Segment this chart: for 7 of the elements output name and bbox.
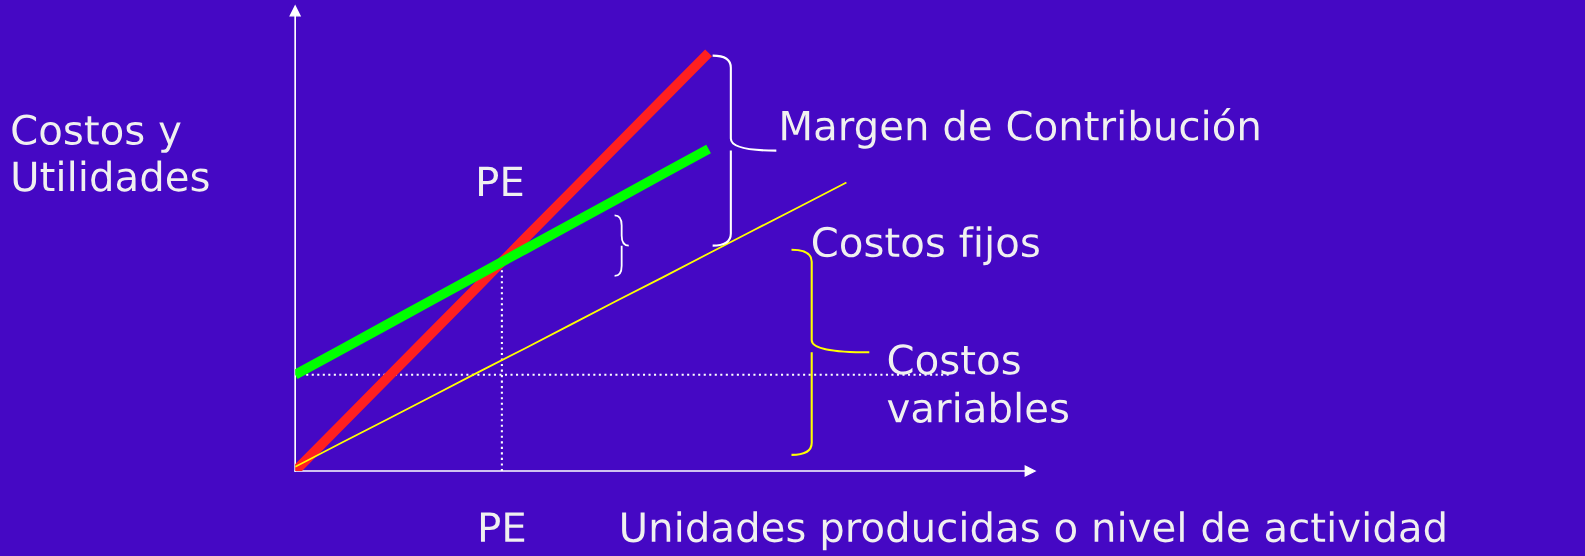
x-axis-title: Unidades producidas o nivel de actividad bbox=[622, 511, 1445, 551]
y-axis-title: Costos y Utilidades bbox=[12, 114, 209, 192]
annotation: PE bbox=[479, 166, 523, 197]
annotation: Margen de Contribución bbox=[782, 108, 1259, 149]
annotation: Costos fijos bbox=[812, 226, 1039, 266]
annotation: Costos variables bbox=[887, 344, 1069, 423]
text: PE bbox=[480, 512, 525, 542]
